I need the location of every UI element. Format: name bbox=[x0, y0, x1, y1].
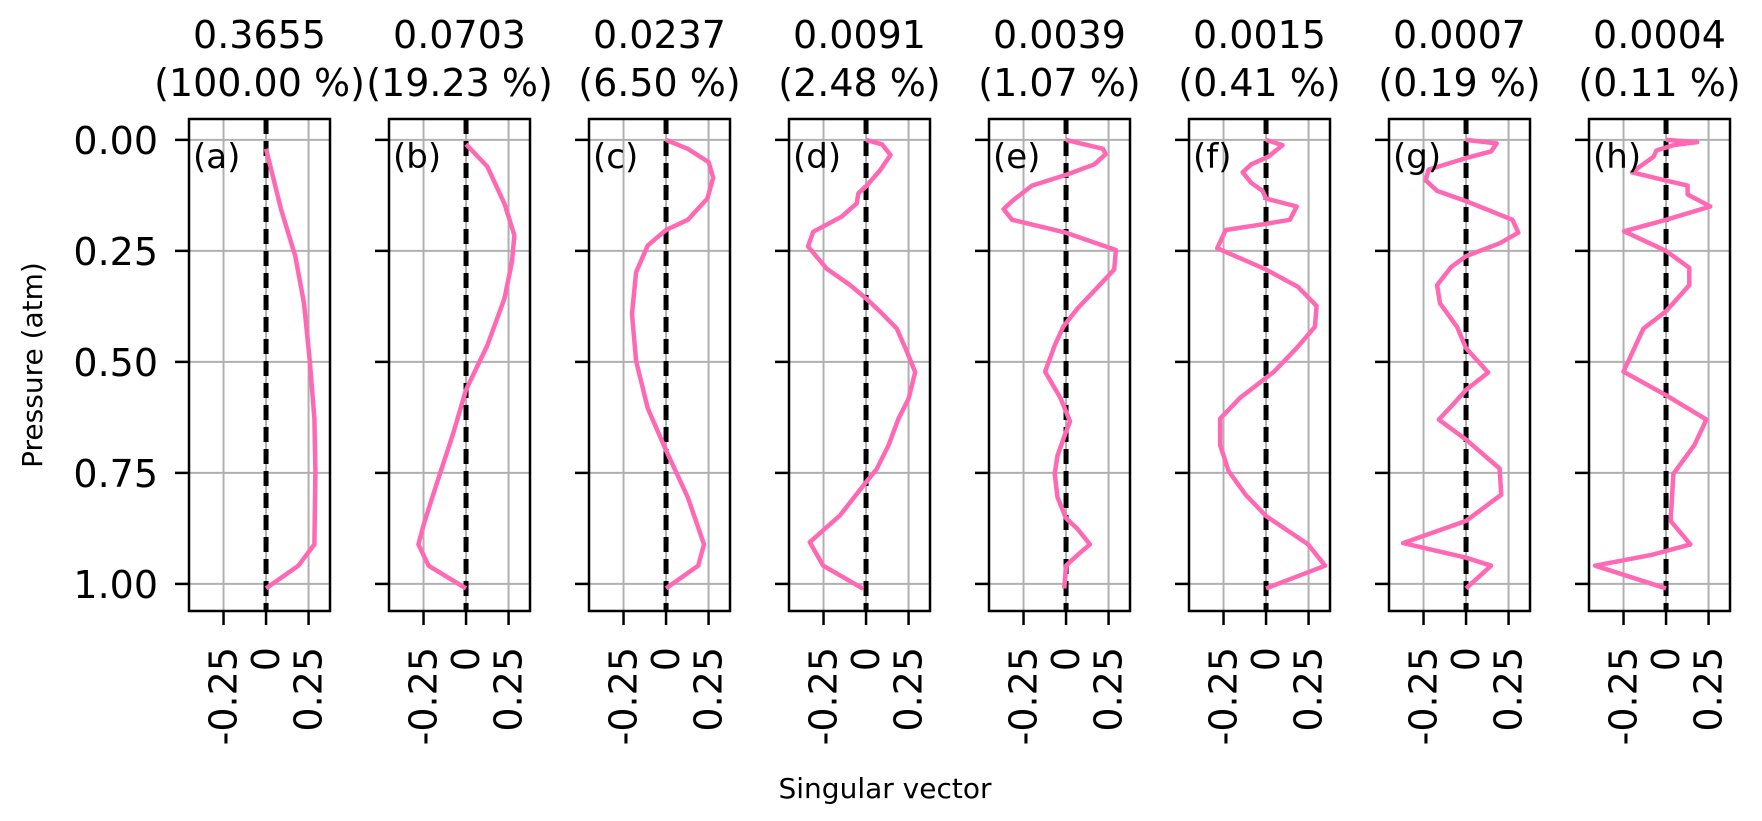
singular-vector-line bbox=[1400, 137, 1521, 591]
axes-frame bbox=[1387, 117, 1532, 613]
singular-vector-line bbox=[1001, 137, 1119, 589]
x-tick-label: -0.25 bbox=[802, 647, 846, 745]
axes-frame bbox=[587, 117, 732, 613]
x-tick-label: -0.25 bbox=[202, 647, 246, 745]
axes-frame bbox=[387, 117, 532, 613]
singular-vector-line bbox=[416, 142, 517, 591]
subplot-title-percent: (1.07 %) bbox=[978, 61, 1140, 105]
subplot-title-value: 0.0091 bbox=[793, 13, 926, 57]
panel-label: (a) bbox=[193, 137, 240, 177]
x-tick-label: 0.25 bbox=[1687, 647, 1731, 732]
singular-vector-line bbox=[263, 148, 318, 591]
y-tick-label: 0.75 bbox=[73, 452, 158, 496]
x-tick-label: -0.25 bbox=[1602, 647, 1646, 745]
x-tick-label: -0.25 bbox=[1002, 647, 1046, 745]
x-tick-label: 0 bbox=[1444, 647, 1488, 671]
x-tick-label: -0.25 bbox=[402, 647, 446, 745]
x-tick-label: 0.25 bbox=[487, 647, 531, 732]
y-tick-label: 0.25 bbox=[73, 230, 158, 274]
subplot-title-percent: (0.41 %) bbox=[1178, 61, 1340, 105]
y-tick-label: 1.00 bbox=[73, 563, 158, 607]
y-tick-label: 0.50 bbox=[73, 341, 158, 385]
panel-label: (h) bbox=[1593, 137, 1641, 177]
x-tick-label: 0 bbox=[1044, 647, 1088, 671]
x-tick-label: 0 bbox=[1644, 647, 1688, 671]
subplot-title-value: 0.0703 bbox=[393, 13, 526, 57]
singular-vector-line bbox=[1214, 137, 1328, 591]
subplot-title-percent: (0.11 %) bbox=[1578, 61, 1740, 105]
x-tick-label: 0 bbox=[644, 647, 688, 671]
singular-vector-line bbox=[1592, 137, 1713, 591]
x-tick-label: 0.25 bbox=[687, 647, 731, 732]
x-tick-label: -0.25 bbox=[1202, 647, 1246, 745]
subplot-title-value: 0.0039 bbox=[993, 13, 1126, 57]
x-tick-label: 0 bbox=[244, 647, 288, 671]
subplot-title-percent: (2.48 %) bbox=[778, 61, 940, 105]
axes-frame bbox=[787, 117, 932, 613]
panels: 0.000.250.500.751.00-0.2500.250.3655(100… bbox=[73, 13, 1740, 745]
subplot-title-value: 0.0004 bbox=[1593, 13, 1726, 57]
subplot-title-percent: (0.19 %) bbox=[1378, 61, 1540, 105]
axes-frame bbox=[1587, 117, 1732, 613]
x-tick-label: -0.25 bbox=[1402, 647, 1446, 745]
y-tick-label: 0.00 bbox=[73, 119, 158, 163]
panel-label: (d) bbox=[793, 137, 841, 177]
x-tick-label: 0.25 bbox=[287, 647, 331, 732]
x-axis-label: Singular vector bbox=[779, 772, 992, 805]
x-tick-label: 0 bbox=[844, 647, 888, 671]
panel-label: (e) bbox=[993, 137, 1040, 177]
x-tick-label: -0.25 bbox=[602, 647, 646, 745]
subplot-title-percent: (19.23 %) bbox=[366, 61, 553, 105]
panel-label: (c) bbox=[593, 137, 638, 177]
x-tick-label: 0.25 bbox=[887, 647, 931, 732]
singular-vector-line bbox=[629, 137, 716, 591]
panel-label: (f) bbox=[1193, 137, 1232, 177]
x-tick-label: 0.25 bbox=[1087, 647, 1131, 732]
x-tick-label: 0.25 bbox=[1287, 647, 1331, 732]
y-axis-label: Pressure (atm) bbox=[16, 262, 49, 468]
axes-frame bbox=[1187, 117, 1332, 613]
subplot-title-value: 0.0007 bbox=[1393, 13, 1526, 57]
subplot-title-percent: (6.50 %) bbox=[578, 61, 740, 105]
subplot-title-value: 0.0237 bbox=[593, 13, 726, 57]
subplot-title-value: 0.3655 bbox=[193, 13, 326, 57]
axes-frame bbox=[187, 117, 332, 613]
subplot-a: 0.000.250.500.751.00-0.2500.250.3655(100… bbox=[73, 13, 365, 745]
panel-label: (g) bbox=[1393, 137, 1441, 177]
x-tick-label: 0 bbox=[1244, 647, 1288, 671]
singular-vector-line bbox=[805, 137, 918, 591]
subplot-title-percent: (100.00 %) bbox=[154, 61, 365, 105]
x-tick-label: 0 bbox=[444, 647, 488, 671]
x-tick-label: 0.25 bbox=[1487, 647, 1531, 732]
subplot-title-value: 0.0015 bbox=[1193, 13, 1326, 57]
axes-frame bbox=[987, 117, 1132, 613]
panel-label: (b) bbox=[393, 137, 441, 177]
